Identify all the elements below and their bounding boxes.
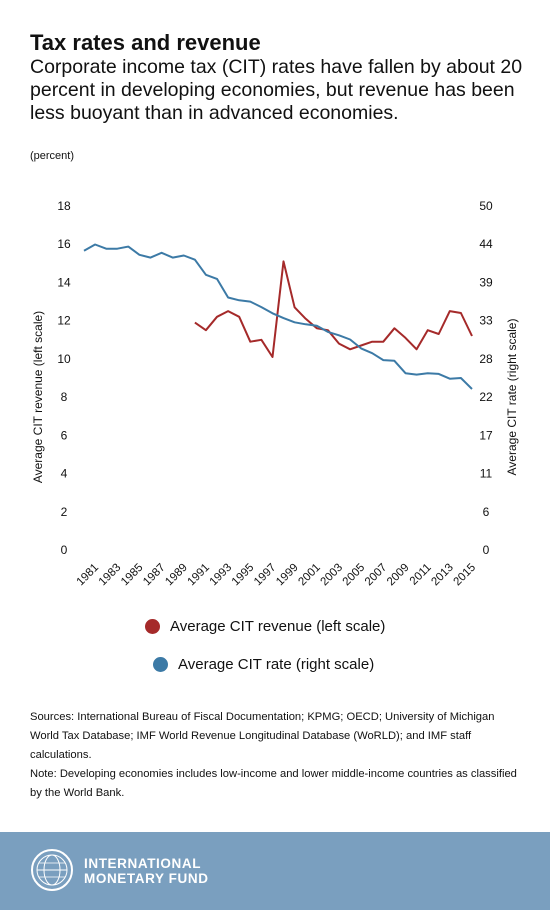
legend-label-rate: Average CIT rate (right scale) — [178, 656, 375, 673]
x-axis-ticks: 1981198319851987198919911993199519971999… — [75, 562, 478, 589]
left-tick-label: 4 — [61, 467, 68, 481]
sources-text: Sources: International Bureau of Fiscal … — [30, 711, 495, 761]
x-tick-label: 2011 — [408, 562, 434, 588]
legend-item-rate: Average CIT rate (right scale) — [153, 656, 374, 673]
left-tick-label: 18 — [57, 199, 71, 213]
left-axis-ticks: 0 2 4 6 8 10 12 14 16 18 — [57, 199, 71, 557]
left-axis-label: Average CIT revenue (left scale) — [31, 311, 45, 483]
imf-seal-icon — [31, 849, 73, 891]
x-tick-label: 1991 — [185, 562, 212, 589]
imf-wordmark: INTERNATIONAL MONETARY FUND — [84, 856, 209, 886]
org-name-line1: INTERNATIONAL — [84, 856, 202, 871]
right-axis-label: Average CIT rate (right scale) — [505, 319, 519, 476]
legend-item-revenue: Average CIT revenue (left scale) — [145, 618, 385, 635]
right-tick-label: 33 — [479, 314, 493, 328]
left-tick-label: 2 — [61, 505, 68, 519]
x-tick-label: 2015 — [452, 562, 479, 589]
x-tick-label: 1993 — [208, 562, 235, 589]
left-tick-label: 8 — [61, 390, 68, 404]
x-tick-label: 1989 — [163, 562, 190, 589]
right-tick-label: 0 — [483, 543, 490, 557]
right-tick-label: 28 — [479, 352, 493, 366]
series-line-revenue — [194, 260, 473, 358]
x-tick-label: 2009 — [385, 562, 412, 589]
chart-subtitle: Corporate income tax (CIT) rates have fa… — [30, 56, 523, 124]
x-tick-label: 2003 — [319, 562, 346, 589]
x-tick-label: 2013 — [429, 562, 456, 589]
x-tick-label: 1999 — [274, 562, 301, 589]
note-text: Note: Developing economies includes low-… — [30, 768, 517, 799]
footer-banner: INTERNATIONAL MONETARY FUND — [0, 832, 550, 910]
chart-title: Tax rates and revenue — [30, 30, 261, 55]
right-tick-label: 6 — [483, 505, 490, 519]
left-tick-label: 16 — [57, 237, 71, 251]
x-tick-label: 1997 — [252, 562, 279, 589]
x-tick-label: 1995 — [230, 562, 257, 589]
x-tick-label: 1987 — [141, 562, 168, 589]
left-tick-label: 0 — [61, 543, 68, 557]
right-tick-label: 50 — [479, 199, 493, 213]
x-tick-label: 2005 — [341, 562, 368, 589]
org-name-line2: MONETARY FUND — [84, 871, 209, 886]
notes: Sources: International Bureau of Fiscal … — [30, 708, 525, 803]
x-tick-label: 1985 — [119, 562, 146, 589]
x-tick-label: 1981 — [75, 562, 102, 589]
x-tick-label: 2007 — [363, 562, 390, 589]
left-tick-label: 12 — [57, 314, 71, 328]
left-tick-label: 6 — [61, 428, 68, 442]
right-tick-label: 11 — [480, 467, 493, 481]
right-tick-label: 44 — [479, 237, 493, 251]
series-layer — [83, 243, 473, 390]
units-label: (percent) — [30, 150, 75, 162]
right-tick-label: 39 — [479, 275, 493, 289]
left-tick-label: 14 — [57, 275, 71, 289]
right-tick-label: 17 — [479, 428, 493, 442]
x-tick-label: 1983 — [97, 562, 124, 589]
legend-marker-rate — [153, 657, 168, 672]
right-axis-ticks: 0 6 11 17 22 28 33 39 44 50 — [479, 199, 493, 557]
legend-label-revenue: Average CIT revenue (left scale) — [170, 618, 386, 635]
right-tick-label: 22 — [479, 390, 493, 404]
left-tick-label: 10 — [57, 352, 71, 366]
series-line-rate — [83, 243, 473, 390]
x-tick-label: 2001 — [296, 562, 323, 589]
legend-marker-revenue — [145, 619, 160, 634]
